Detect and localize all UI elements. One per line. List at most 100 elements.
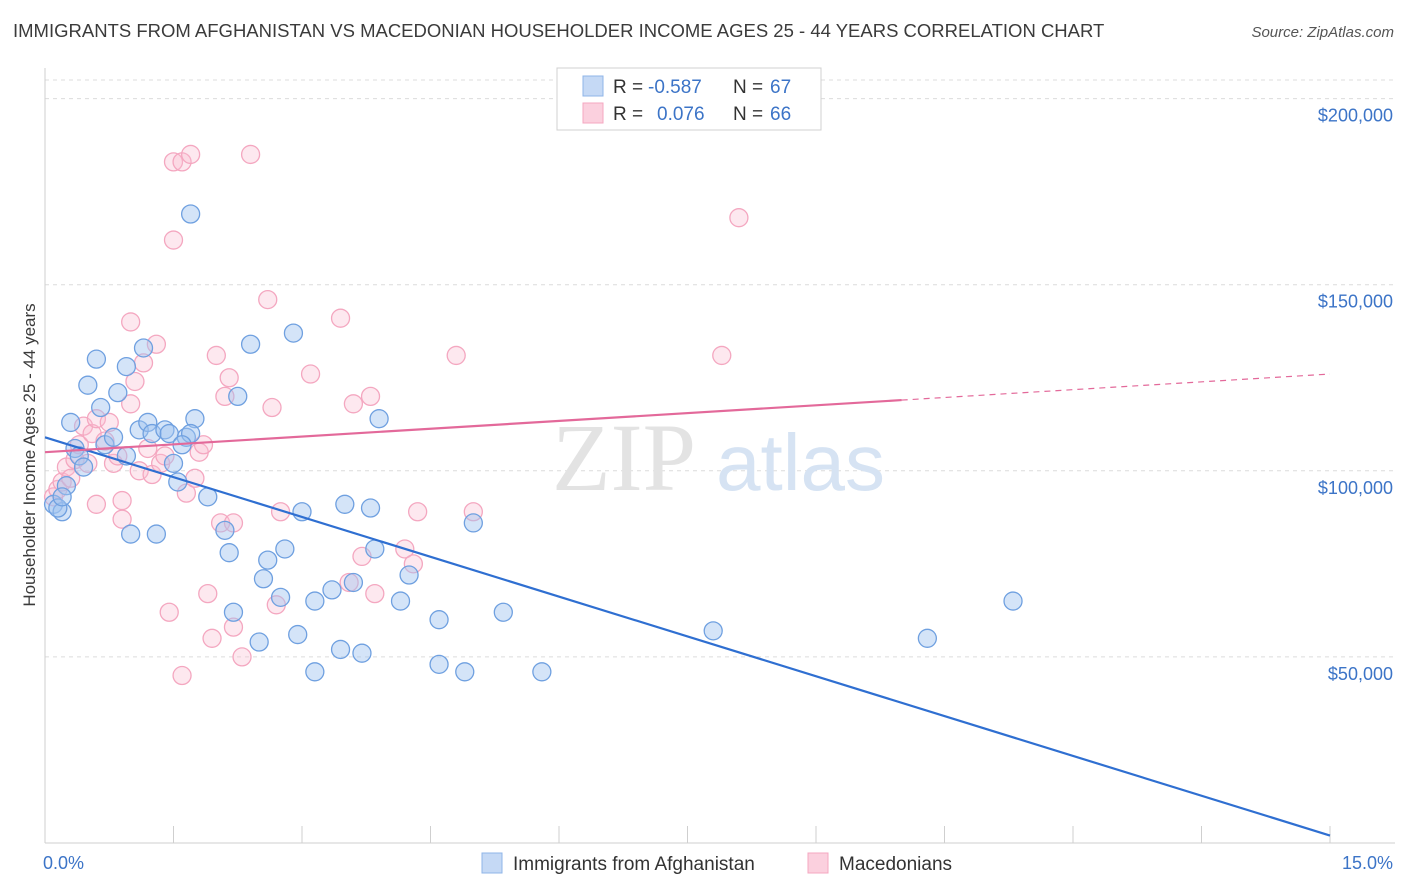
macedonians-point-50 [300, 364, 321, 384]
afghanistan-point-3 [61, 412, 81, 433]
afghanistan-point-17 [138, 412, 158, 433]
afghanistan-point-51 [365, 539, 385, 559]
legend-box: R = -0.587 N = 67 R = 0.076 N = 66 [556, 67, 822, 131]
macedonians-point-16 [112, 490, 132, 511]
macedonians-point-51 [330, 308, 351, 328]
afghanistan-point-53 [399, 565, 419, 585]
legend-r-label-2: R = [613, 104, 643, 125]
afghanistan-point-11 [108, 382, 128, 403]
macedonians-point-28 [163, 230, 184, 250]
afghanistan-point-57 [455, 662, 475, 682]
macedonians-point-41 [219, 368, 239, 388]
bottom-legend-swatch-afghanistan [481, 852, 503, 874]
macedonians-point-49 [270, 502, 291, 522]
afghanistan-point-6 [78, 375, 98, 395]
afghanistan-point-50 [360, 498, 381, 518]
afghanistan-point-7 [86, 349, 107, 369]
x-tick-labels: 0.0% 15.0% [43, 853, 1393, 873]
afghanistan-point-48 [343, 572, 364, 593]
legend-n-value-2: 66 [770, 104, 791, 125]
macedonians-point-62 [712, 345, 732, 366]
afghanistan-point-2 [56, 476, 77, 496]
afghanistan-point-59 [493, 602, 513, 622]
afghanistan-point-60 [532, 662, 552, 682]
macedonians-point-63 [729, 208, 749, 228]
afghanistan-point-49 [352, 643, 372, 663]
source-label: Source: ZipAtlas.com [1251, 24, 1394, 41]
afghanistan-point-46 [330, 639, 351, 660]
gridlines [45, 79, 1395, 658]
legend-r-label-1: R = [613, 77, 643, 98]
afghanistan-point-28 [180, 204, 201, 224]
macedonians-point-17 [121, 394, 141, 414]
afghanistan-point-30 [215, 520, 235, 541]
afghanistan-point-38 [270, 587, 291, 608]
bottom-legend: Immigrants from Afghanistan Macedonians [481, 852, 952, 875]
afghanistan-point-43 [305, 591, 325, 611]
afghanistan-point-19 [146, 524, 167, 544]
series-afghanistan-points [43, 204, 1023, 682]
macedonians-point-35 [193, 435, 214, 455]
afghanistan-point-8 [91, 397, 111, 418]
macedonians-point-43 [223, 617, 244, 637]
bottom-legend-swatch-macedonians [807, 852, 829, 874]
afghanistan-point-25 [185, 409, 205, 429]
macedonians-point-37 [202, 628, 222, 648]
macedonians-point-55 [360, 386, 381, 407]
legend-n-label-1: N = [733, 77, 763, 98]
afghanistan-point-66 [73, 457, 94, 477]
afghanistan-point-16 [133, 338, 154, 358]
macedonians-point-19 [125, 371, 145, 392]
chart-title: IMMIGRANTS FROM AFGHANISTAN VS MACEDONIA… [13, 20, 1105, 41]
afghanistan-point-39 [275, 539, 295, 559]
afghanistan-point-47 [335, 494, 355, 514]
afghanistan-point-54 [390, 591, 411, 611]
afghanistan-point-36 [253, 569, 274, 589]
legend-r-value-1: -0.587 [648, 77, 702, 98]
macedonians-point-58 [403, 554, 424, 574]
macedonians-point-47 [262, 397, 282, 418]
watermark-atlas: atlas [716, 418, 885, 507]
y-tick-label-1: $100,000 [1318, 478, 1393, 498]
afghanistan-point-31 [219, 543, 239, 563]
afghanistan-point-35 [249, 632, 269, 652]
legend-r-value-2: 0.076 [657, 104, 705, 125]
bottom-legend-macedonians: Macedonians [839, 854, 952, 875]
legend-n-value-1: 67 [770, 77, 791, 98]
macedonians-point-60 [446, 345, 466, 366]
afghanistan-point-55 [429, 610, 449, 630]
y-tick-labels: $50,000 $100,000 $150,000 $200,000 [1318, 106, 1393, 684]
afghanistan-point-22 [163, 453, 184, 474]
watermark: ZIP atlas [552, 404, 885, 511]
afghanistan-point-32 [223, 602, 244, 622]
macedonians-point-64 [172, 665, 192, 686]
y-tick-label-0: $50,000 [1328, 664, 1393, 684]
macedonians-point-32 [180, 144, 201, 165]
afghanistan-point-52 [369, 409, 389, 429]
macedonians-point-61 [463, 502, 483, 522]
afghanistan-point-40 [283, 323, 304, 343]
macedonians-point-22 [138, 438, 158, 459]
y-tick-label-3: $200,000 [1318, 106, 1393, 126]
trend-line-macedonians [44, 398, 902, 454]
afghanistan-point-14 [121, 524, 141, 544]
afghanistan-point-33 [228, 386, 248, 407]
afghanistan-point-62 [917, 628, 938, 648]
legend-n-label-2: N = [733, 104, 763, 125]
afghanistan-point-44 [305, 662, 325, 682]
afghanistan-point-34 [240, 334, 261, 354]
axes [44, 68, 1395, 844]
y-axis-label: Householder Income Ages 25 - 44 years [20, 303, 39, 606]
afghanistan-point-13 [116, 356, 137, 377]
x-tick-label-1: 15.0% [1342, 853, 1393, 873]
afghanistan-point-37 [258, 550, 278, 570]
trend-line-afghanistan [44, 436, 1331, 837]
macedonians-point-59 [407, 502, 428, 522]
afghanistan-point-41 [288, 624, 308, 645]
macedonians-point-56 [365, 583, 385, 604]
macedonians-point-18 [121, 312, 141, 332]
macedonians-point-52 [339, 572, 359, 593]
afghanistan-point-63 [1003, 591, 1023, 611]
macedonians-point-46 [258, 289, 278, 310]
afghanistan-point-45 [322, 580, 342, 600]
